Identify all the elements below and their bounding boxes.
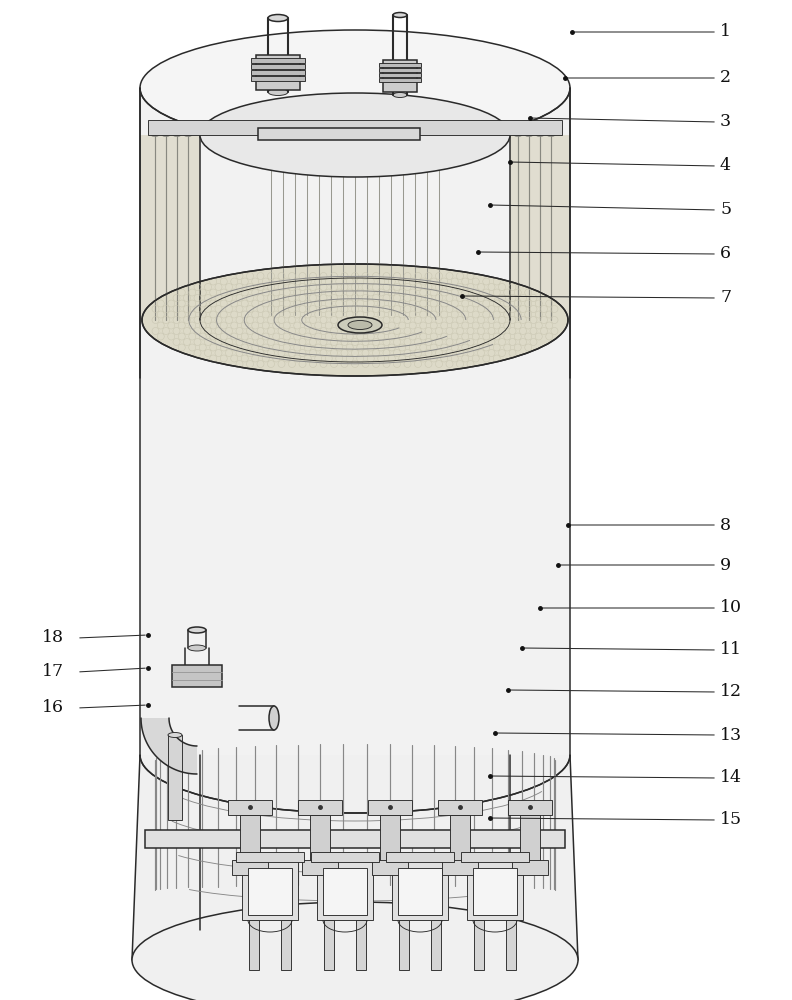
- Polygon shape: [145, 830, 565, 848]
- Polygon shape: [248, 868, 292, 915]
- Ellipse shape: [132, 902, 578, 1000]
- Polygon shape: [298, 800, 342, 815]
- Ellipse shape: [525, 133, 533, 136]
- Ellipse shape: [268, 14, 288, 21]
- Polygon shape: [236, 852, 304, 862]
- Polygon shape: [302, 860, 338, 875]
- Ellipse shape: [168, 732, 182, 738]
- Polygon shape: [510, 135, 570, 320]
- Polygon shape: [242, 860, 298, 920]
- Text: 11: 11: [720, 642, 742, 658]
- Polygon shape: [467, 860, 523, 920]
- Polygon shape: [140, 88, 570, 755]
- Polygon shape: [379, 78, 421, 82]
- Polygon shape: [228, 800, 272, 815]
- Text: 1: 1: [720, 23, 731, 40]
- Ellipse shape: [348, 320, 372, 330]
- Ellipse shape: [536, 133, 544, 136]
- Polygon shape: [251, 64, 305, 69]
- Polygon shape: [258, 128, 420, 140]
- Ellipse shape: [142, 264, 568, 376]
- Polygon shape: [380, 815, 400, 870]
- Text: 5: 5: [720, 202, 731, 219]
- Text: 8: 8: [720, 516, 731, 534]
- Polygon shape: [398, 868, 442, 915]
- Text: 10: 10: [720, 599, 742, 616]
- Polygon shape: [356, 920, 366, 970]
- Text: 3: 3: [720, 113, 731, 130]
- Polygon shape: [461, 852, 529, 862]
- Polygon shape: [379, 63, 421, 67]
- Ellipse shape: [269, 706, 279, 730]
- Text: 13: 13: [720, 726, 742, 744]
- Polygon shape: [310, 815, 330, 870]
- Polygon shape: [141, 718, 197, 774]
- Polygon shape: [317, 860, 373, 920]
- Polygon shape: [392, 860, 448, 920]
- Polygon shape: [324, 920, 334, 970]
- Polygon shape: [281, 920, 291, 970]
- Text: 18: 18: [42, 630, 64, 647]
- Text: 2: 2: [720, 70, 731, 87]
- Polygon shape: [168, 735, 182, 820]
- Polygon shape: [232, 860, 268, 875]
- Polygon shape: [368, 800, 412, 815]
- Ellipse shape: [200, 93, 510, 177]
- Ellipse shape: [514, 133, 522, 136]
- Polygon shape: [251, 58, 305, 63]
- Text: 17: 17: [42, 664, 64, 680]
- Polygon shape: [438, 800, 482, 815]
- Polygon shape: [132, 755, 578, 960]
- Polygon shape: [474, 920, 484, 970]
- Polygon shape: [383, 60, 417, 92]
- Polygon shape: [520, 815, 540, 870]
- Text: 15: 15: [720, 812, 742, 828]
- Polygon shape: [148, 120, 562, 135]
- Ellipse shape: [547, 133, 555, 136]
- Polygon shape: [249, 920, 259, 970]
- Polygon shape: [251, 70, 305, 75]
- Ellipse shape: [338, 317, 382, 333]
- Ellipse shape: [173, 133, 181, 136]
- Ellipse shape: [188, 645, 206, 651]
- Ellipse shape: [140, 30, 570, 146]
- Polygon shape: [442, 860, 478, 875]
- Polygon shape: [508, 800, 552, 815]
- Text: 4: 4: [720, 157, 731, 174]
- Polygon shape: [450, 815, 470, 870]
- Ellipse shape: [184, 133, 192, 136]
- Polygon shape: [399, 920, 409, 970]
- Polygon shape: [431, 920, 441, 970]
- Text: 7: 7: [720, 290, 731, 306]
- Ellipse shape: [162, 133, 170, 136]
- Ellipse shape: [393, 12, 407, 17]
- Text: 14: 14: [720, 770, 742, 786]
- Polygon shape: [379, 68, 421, 72]
- Polygon shape: [172, 665, 222, 687]
- Polygon shape: [256, 55, 300, 90]
- Text: 16: 16: [42, 700, 64, 716]
- Polygon shape: [506, 920, 516, 970]
- Polygon shape: [311, 852, 379, 862]
- Polygon shape: [372, 860, 408, 875]
- Polygon shape: [473, 868, 517, 915]
- Polygon shape: [240, 815, 260, 870]
- Text: 6: 6: [720, 245, 731, 262]
- Ellipse shape: [393, 93, 407, 98]
- Polygon shape: [379, 73, 421, 77]
- Polygon shape: [512, 860, 548, 875]
- Polygon shape: [140, 135, 200, 320]
- Polygon shape: [251, 76, 305, 81]
- Text: 9: 9: [720, 556, 731, 574]
- Ellipse shape: [268, 89, 288, 96]
- Ellipse shape: [188, 627, 206, 633]
- Polygon shape: [323, 868, 367, 915]
- Polygon shape: [386, 852, 454, 862]
- Text: 12: 12: [720, 684, 742, 700]
- Ellipse shape: [151, 133, 159, 136]
